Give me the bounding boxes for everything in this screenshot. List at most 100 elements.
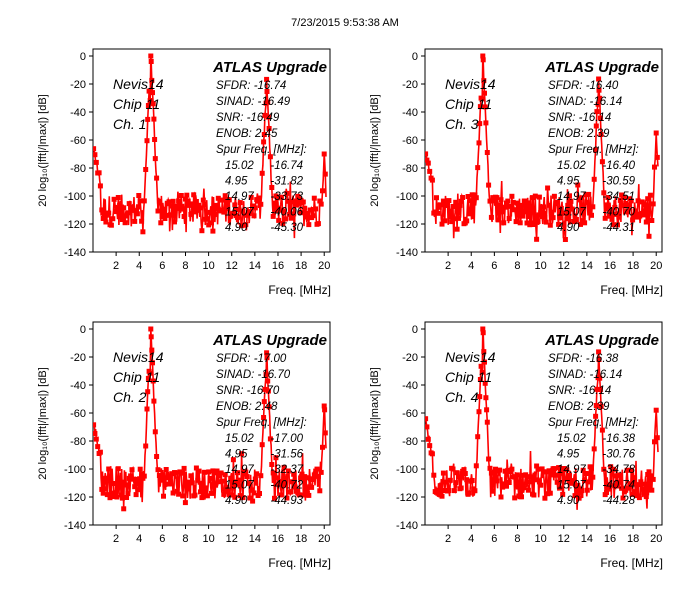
- spectrum-point: [283, 481, 288, 487]
- spectrum-point: [514, 200, 520, 206]
- spectrum-point: [473, 195, 479, 201]
- spectrum-point: [193, 199, 199, 204]
- spectrum-point: [251, 490, 257, 496]
- spur-level: -44.93: [270, 495, 303, 507]
- spectrum-point: [222, 193, 228, 199]
- spectrum-point: [425, 151, 429, 157]
- spectrum-point: [118, 492, 124, 498]
- x-tick-label: 10: [202, 260, 214, 272]
- x-tick-label: 2: [113, 260, 119, 272]
- spectrum-point: [320, 188, 325, 194]
- spectrum-point: [274, 195, 280, 201]
- spur-level: -32.37: [270, 464, 303, 476]
- spectrum-point: [488, 470, 494, 476]
- spectrum-point: [539, 214, 545, 219]
- stat-text: SNR: -16.70: [216, 385, 280, 397]
- spur-freq: 4.90: [557, 222, 580, 234]
- spectrum-point: [93, 436, 99, 442]
- spectrum-point: [652, 439, 657, 445]
- spur-level: -31.82: [270, 176, 303, 188]
- spectrum-point: [172, 219, 177, 225]
- spectrum-point: [265, 114, 271, 120]
- spur-freq: 15.07: [557, 207, 586, 219]
- spectrum-point: [560, 491, 566, 497]
- spectrum-point: [214, 468, 220, 474]
- spur-level: -40.06: [270, 207, 303, 219]
- spectrum-point: [624, 209, 630, 215]
- spectrum-point: [162, 481, 168, 487]
- spectrum-point: [616, 479, 622, 485]
- spectrum-series: [93, 326, 328, 512]
- spectrum-point: [292, 484, 298, 490]
- x-tick-label: 12: [226, 533, 238, 545]
- spectrum-point: [645, 472, 651, 477]
- spectrum-point: [626, 202, 631, 208]
- spectrum-point: [475, 434, 481, 440]
- chart-title: ATLAS Upgrade: [544, 332, 659, 349]
- spectrum-point: [606, 486, 612, 492]
- spectrum-point: [620, 202, 626, 208]
- spectrum-point: [653, 130, 659, 136]
- spectrum-point: [284, 495, 290, 501]
- spectrum-point: [300, 492, 306, 498]
- chart-title: ATLAS Upgrade: [212, 59, 327, 76]
- stat-text: SINAD: -16.70: [216, 369, 291, 381]
- spectrum-point: [178, 193, 184, 198]
- spectrum-point: [236, 477, 242, 483]
- spectrum-point: [188, 473, 194, 479]
- spectrum-point: [572, 493, 578, 499]
- spectrum-point: [291, 211, 297, 217]
- spectrum-point: [257, 491, 262, 496]
- spectrum-point: [314, 466, 320, 472]
- x-tick-label: 14: [581, 260, 593, 272]
- spectrum-point: [593, 413, 599, 419]
- spectrum-point: [569, 480, 575, 486]
- spectrum-point: [264, 89, 270, 94]
- spur-freq: 4.95: [225, 449, 248, 461]
- spectrum-point: [235, 214, 240, 220]
- spectrum-point: [178, 470, 184, 476]
- spectrum-point: [143, 443, 149, 449]
- spectrum-point: [288, 215, 294, 221]
- spectrum-point: [320, 444, 325, 450]
- spectrum-point: [211, 470, 217, 476]
- y-tick-label: 0: [412, 324, 418, 336]
- spectrum-point: [261, 139, 267, 145]
- spectrum-point: [482, 359, 487, 365]
- x-tick-label: 16: [604, 533, 616, 545]
- spectrum-point: [649, 487, 655, 493]
- spectrum-point: [642, 202, 648, 208]
- spectrum-point: [110, 481, 116, 486]
- spectrum-point: [512, 495, 518, 501]
- x-tick-label: 4: [136, 260, 142, 272]
- x-tick-label: 20: [650, 533, 662, 545]
- spectrum-point: [638, 479, 644, 485]
- spur-freq: 14.97: [225, 464, 254, 476]
- spectrum-point: [486, 456, 492, 462]
- spectrum-point: [250, 498, 256, 504]
- spectrum-point: [582, 478, 588, 484]
- chip-label: Chip 11: [113, 369, 160, 385]
- spectrum-point: [595, 101, 601, 107]
- spectrum-point: [113, 491, 118, 497]
- spectrum-point: [117, 202, 123, 208]
- spectrum-point: [119, 217, 125, 222]
- spectrum-point: [264, 350, 270, 356]
- spectrum-point: [510, 199, 516, 205]
- spectrum-point: [278, 492, 284, 498]
- y-tick-label: -80: [70, 163, 86, 175]
- spectrum-point: [182, 500, 188, 506]
- spectrum-point: [144, 138, 150, 144]
- spectrum-point: [108, 222, 114, 228]
- spectrum-point: [310, 477, 316, 482]
- spectrum-point: [638, 210, 644, 216]
- chip-label: Nevis14: [445, 349, 496, 365]
- spectrum-point: [261, 415, 267, 420]
- spur-freq: 4.90: [225, 495, 248, 507]
- spur-freq: 4.95: [225, 176, 248, 188]
- spur-level: -16.74: [270, 160, 303, 172]
- spectrum-point: [161, 493, 166, 499]
- spectrum-point: [612, 204, 618, 210]
- spectrum-point: [602, 215, 608, 221]
- spectrum-point: [653, 407, 659, 413]
